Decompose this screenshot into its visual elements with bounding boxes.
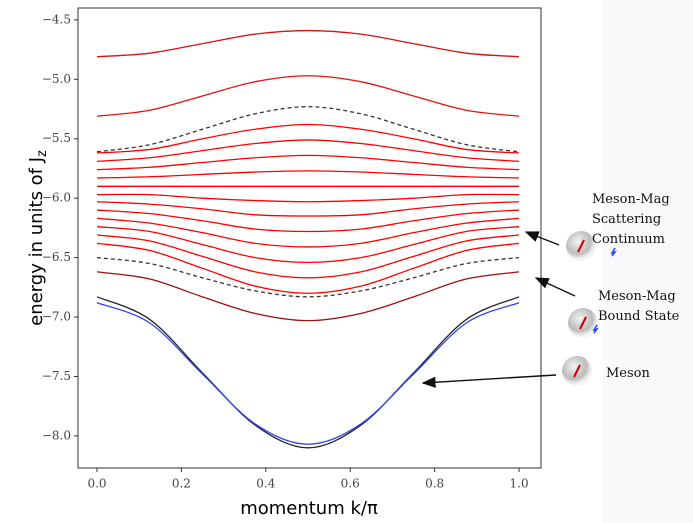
y-label-subscript: z <box>35 150 50 157</box>
series-line <box>96 209 520 233</box>
y-axis-label: energy in units of Jz <box>26 150 50 326</box>
series-line <box>96 234 520 279</box>
series-line <box>96 271 520 322</box>
x-axis-label: momentum k/π <box>240 498 378 519</box>
annotation: Meson-Mag <box>598 289 676 304</box>
x-tick-label: 0.4 <box>256 477 275 491</box>
y-tick-label: −8.0 <box>42 428 71 442</box>
series-line <box>96 302 520 445</box>
x-tick-label: 1.0 <box>510 477 529 491</box>
x-tick-label: 0.0 <box>87 477 106 491</box>
y-label-main: energy in units of J <box>26 157 47 326</box>
annotation: Scattering <box>592 212 661 227</box>
magnon-icon <box>592 324 600 334</box>
series-line <box>96 226 520 264</box>
series-line <box>96 154 520 171</box>
series-line <box>96 139 520 162</box>
y-tick-label: −7.5 <box>42 369 71 383</box>
spin-icon <box>577 239 585 253</box>
x-tick-label: 0.8 <box>425 477 444 491</box>
side-panel <box>603 0 693 523</box>
magnon-icon <box>610 247 618 257</box>
series-line <box>96 75 520 117</box>
series-line <box>96 217 520 248</box>
spin-icon <box>579 316 587 330</box>
plot-frame <box>77 7 542 469</box>
x-tick-label: 0.6 <box>341 477 360 491</box>
spin-icon <box>573 364 581 378</box>
series-line <box>96 193 520 203</box>
series-line <box>96 106 520 153</box>
y-tick-label: −5.5 <box>42 131 71 145</box>
annotation: Bound State <box>598 309 680 324</box>
series-line <box>96 296 520 449</box>
annotation: Continuum <box>592 232 665 247</box>
y-tick-label: −6.0 <box>42 191 71 205</box>
y-tick-label: −4.5 <box>42 12 71 26</box>
annotation: Meson-Mag <box>592 192 670 207</box>
series-line <box>96 242 520 294</box>
series-line <box>96 170 520 179</box>
annotation-icons <box>421 231 618 388</box>
series-line <box>96 29 520 58</box>
annotation: Meson <box>606 366 651 381</box>
y-tick-label: −7.0 <box>42 310 71 324</box>
arrow <box>534 277 576 297</box>
arrow <box>421 374 557 388</box>
series-line <box>96 201 520 217</box>
y-tick-label: −5.0 <box>42 72 71 86</box>
plot-area <box>96 29 520 449</box>
arrow <box>524 231 560 246</box>
y-tick-label: −6.5 <box>42 250 71 264</box>
series-line <box>96 123 520 154</box>
x-tick-label: 0.2 <box>172 477 191 491</box>
